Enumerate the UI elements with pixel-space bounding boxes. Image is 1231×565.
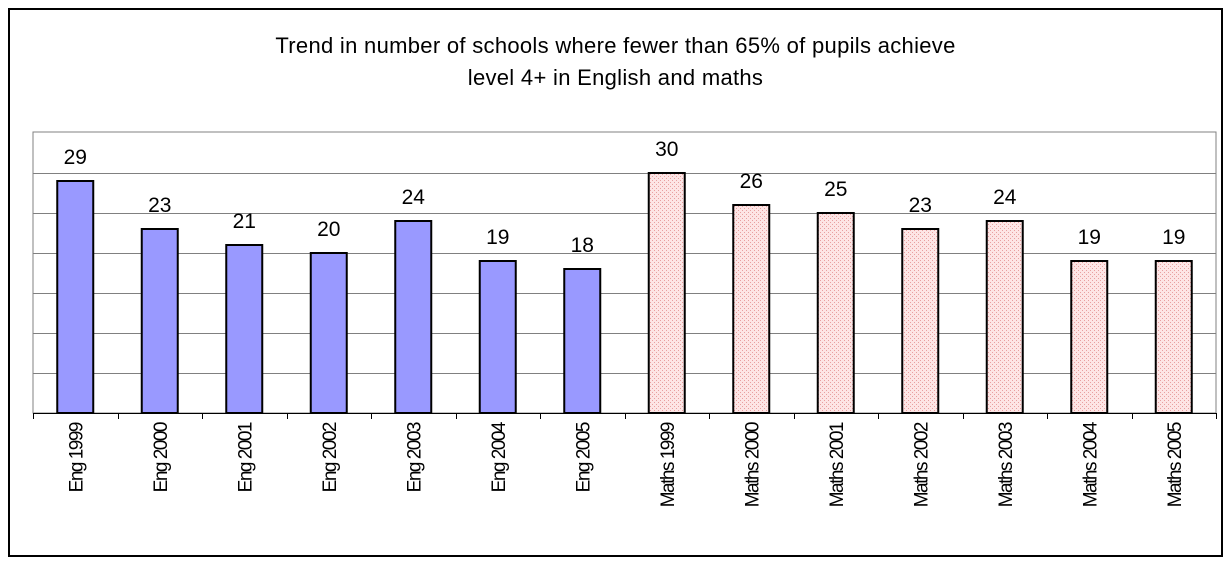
bars bbox=[56, 172, 1193, 414]
category-label: Eng 1999 bbox=[66, 422, 87, 492]
category-label: Eng 2000 bbox=[151, 422, 172, 492]
bar bbox=[1070, 260, 1109, 414]
category-label: Eng 2001 bbox=[235, 422, 256, 492]
category-label: Eng 2003 bbox=[404, 422, 425, 492]
data-label: 19 bbox=[1162, 226, 1185, 249]
bar bbox=[309, 252, 348, 414]
category-label: Maths 2004 bbox=[1080, 421, 1101, 507]
value-labels: 29 23 21 20 24 19 18 30 26 25 23 24 19 19 bbox=[64, 138, 1186, 257]
data-label: 23 bbox=[909, 194, 932, 217]
data-label: 23 bbox=[148, 194, 171, 217]
bar bbox=[901, 228, 940, 414]
chart-title-line-1: Trend in number of schools where fewer t… bbox=[275, 33, 956, 58]
category-label: Eng 2004 bbox=[489, 421, 510, 492]
bar bbox=[478, 260, 517, 414]
category-label: Maths 1999 bbox=[658, 422, 679, 507]
bar bbox=[394, 220, 433, 414]
bar bbox=[1154, 260, 1193, 414]
data-label: 19 bbox=[1078, 226, 1101, 249]
grid-lines bbox=[33, 173, 1216, 374]
bar bbox=[225, 244, 264, 414]
data-label: 20 bbox=[317, 218, 340, 241]
data-label: 24 bbox=[402, 186, 426, 209]
x-ticks bbox=[33, 413, 1217, 419]
data-label: 18 bbox=[571, 234, 594, 257]
data-label: 19 bbox=[486, 226, 509, 249]
bar bbox=[140, 228, 179, 414]
category-labels: Eng 1999 Eng 2000 Eng 2001 Eng 2002 Eng 2003… bbox=[66, 421, 1186, 507]
category-label: Maths 2001 bbox=[827, 422, 848, 507]
chart-title-line-2: level 4+ in English and maths bbox=[467, 65, 764, 90]
category-label: Maths 2003 bbox=[996, 422, 1017, 507]
category-label: Eng 2005 bbox=[573, 422, 594, 492]
category-label: Maths 2005 bbox=[1165, 422, 1186, 507]
data-label: 25 bbox=[824, 178, 847, 201]
bar bbox=[816, 212, 855, 414]
bar bbox=[647, 172, 686, 414]
data-label: 30 bbox=[655, 138, 678, 161]
plot-area bbox=[32, 131, 1217, 414]
category-label: Maths 2000 bbox=[742, 422, 763, 507]
bar bbox=[56, 180, 95, 414]
category-label: Eng 2002 bbox=[320, 422, 341, 492]
data-label: 24 bbox=[993, 186, 1017, 209]
category-label: Maths 2002 bbox=[911, 422, 932, 507]
chart-title: Trend in number of schools where fewer t… bbox=[0, 30, 1231, 94]
data-label: 26 bbox=[740, 170, 763, 193]
bar bbox=[563, 268, 602, 414]
data-label: 21 bbox=[233, 210, 256, 233]
data-label: 29 bbox=[64, 146, 87, 169]
bar bbox=[985, 220, 1024, 414]
bar bbox=[732, 204, 771, 414]
